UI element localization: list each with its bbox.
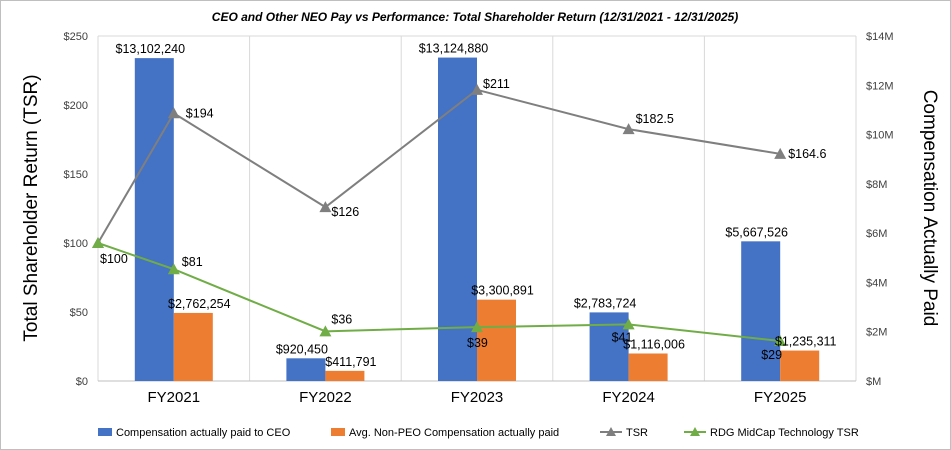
y-left-tick-label: $200 (64, 100, 88, 112)
tsr-line (97, 88, 781, 244)
y-left-tick-label: $150 (64, 169, 88, 181)
chart-title: CEO and Other NEO Pay vs Performance: To… (212, 10, 738, 24)
y-right-tick-label: $12M (866, 80, 894, 92)
data-label: $13,102,240 (116, 42, 186, 56)
tsr-data-label: $194 (186, 106, 214, 120)
legend-swatch (331, 428, 345, 436)
bar-non-peo (173, 312, 213, 381)
legend-item: TSR (600, 427, 648, 439)
data-label: $411,791 (325, 355, 376, 369)
legend-marker (606, 427, 616, 436)
y-axis-left-label: Total Shareholder Return (TSR) (21, 74, 42, 341)
data-label: $1,235,311 (775, 335, 837, 349)
data-label: $2,762,254 (168, 297, 231, 311)
bar-non-peo (325, 370, 365, 381)
tsr-data-label: $164.6 (788, 147, 826, 161)
y-right-tick-label: $4M (866, 277, 887, 289)
y-right-tick-label: $M (866, 376, 881, 388)
bar-ceo (134, 58, 174, 381)
legend-label: RDG MidCap Technology TSR (710, 427, 859, 439)
legend-item: Compensation actually paid to CEO (98, 427, 291, 439)
rdg-marker (319, 325, 332, 337)
legend-label: TSR (626, 427, 648, 439)
tsr-marker (167, 107, 180, 119)
rdg-data-label: $29 (761, 348, 782, 362)
y-left-tick-label: $250 (64, 31, 88, 43)
tsr-marker (471, 83, 483, 95)
legend-item: RDG MidCap Technology TSR (684, 427, 859, 439)
legend-item: Avg. Non-PEO Compensation actually paid (331, 427, 559, 439)
tsr-marker (774, 147, 787, 159)
y-axis-right-label: Compensation Actually Paid (919, 90, 940, 327)
legend-marker (690, 427, 700, 436)
y-right-tick-label: $14M (866, 31, 894, 43)
rdg-marker (774, 334, 787, 346)
tsr-data-label: $182.5 (636, 112, 674, 126)
data-label: $13,124,880 (419, 42, 489, 56)
legend-label: Avg. Non-PEO Compensation actually paid (349, 427, 559, 439)
y-right-tick-label: $6M (866, 228, 887, 240)
rdg-data-label: $81 (182, 255, 203, 269)
data-label: $3,300,891 (471, 284, 534, 298)
rdg-marker (471, 321, 483, 333)
rdg-marker (92, 237, 104, 248)
tsr-data-label: $126 (331, 205, 359, 219)
rdg-marker (167, 263, 180, 275)
tsr-marker (319, 201, 332, 213)
y-left-tick-label: $100 (64, 238, 88, 250)
y-right-tick-label: $10M (866, 130, 894, 142)
bar-ceo (741, 241, 781, 381)
legend-swatch (98, 428, 112, 436)
tsr-marker (622, 123, 635, 135)
rdg-marker (622, 318, 635, 330)
tsr-data-label: $211 (483, 77, 510, 91)
y-right-tick-label: $8M (866, 179, 887, 191)
rdg-data-label: $41 (612, 330, 633, 344)
tsr-data-label: $100 (100, 252, 128, 266)
bar-non-peo (628, 353, 668, 381)
y-left-tick-label: $50 (70, 307, 88, 319)
x-tick-label: FY2024 (602, 389, 655, 406)
data-label: $1,116,006 (623, 337, 685, 351)
y-left-tick-label: $0 (76, 376, 88, 388)
legend-label: Compensation actually paid to CEO (116, 427, 291, 439)
rdg-midcap-tsr-line (97, 242, 781, 342)
data-label: $5,667,526 (725, 225, 788, 239)
x-tick-label: FY2022 (299, 389, 352, 406)
y-right-tick-label: $2M (866, 327, 887, 339)
data-label: $2,783,724 (574, 296, 637, 310)
rdg-data-label: $36 (331, 312, 352, 326)
x-tick-label: FY2025 (754, 389, 807, 406)
bar-ceo (286, 358, 326, 381)
x-tick-label: FY2021 (148, 389, 201, 406)
bar-non-peo (477, 299, 516, 381)
data-label: $920,450 (276, 342, 328, 356)
x-tick-label: FY2023 (451, 389, 504, 406)
bar-non-peo (780, 350, 820, 381)
rdg-data-label: $39 (467, 336, 488, 350)
